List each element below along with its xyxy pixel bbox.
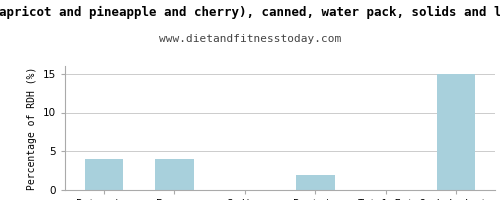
Text: www.dietandfitnesstoday.com: www.dietandfitnesstoday.com	[159, 34, 341, 44]
Y-axis label: Percentage of RDH (%): Percentage of RDH (%)	[27, 66, 37, 190]
Text: d apricot and pineapple and cherry), canned, water pack, solids and liq: d apricot and pineapple and cherry), can…	[0, 6, 500, 19]
Bar	[155, 159, 194, 190]
Bar	[84, 159, 124, 190]
Bar	[436, 74, 476, 190]
Bar	[296, 174, 335, 190]
